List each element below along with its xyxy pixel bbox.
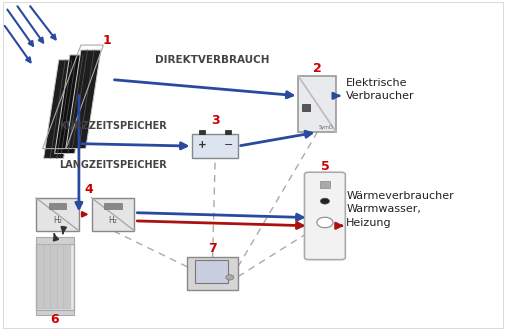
Text: KURZZEITSPEICHER: KURZZEITSPEICHER — [59, 120, 166, 131]
Circle shape — [320, 198, 329, 204]
FancyBboxPatch shape — [298, 76, 336, 132]
Text: 2: 2 — [313, 62, 321, 75]
Text: 5: 5 — [320, 160, 329, 173]
FancyBboxPatch shape — [37, 245, 44, 309]
Bar — [319, 181, 329, 188]
Bar — [104, 204, 121, 209]
Bar — [194, 260, 227, 283]
FancyBboxPatch shape — [44, 245, 51, 309]
FancyBboxPatch shape — [50, 245, 58, 309]
FancyBboxPatch shape — [304, 172, 344, 260]
FancyBboxPatch shape — [64, 245, 71, 309]
Text: H₂: H₂ — [53, 216, 62, 225]
Text: +: + — [198, 140, 207, 150]
Text: DIREKTVERBRAUCH: DIREKTVERBRAUCH — [155, 55, 269, 65]
Polygon shape — [55, 55, 89, 153]
Polygon shape — [66, 50, 100, 148]
Bar — [36, 237, 74, 244]
Polygon shape — [43, 60, 79, 158]
Text: 3: 3 — [211, 114, 219, 127]
Circle shape — [316, 217, 332, 228]
Text: −: − — [224, 140, 233, 150]
Text: LANGZEITSPEICHER: LANGZEITSPEICHER — [59, 160, 166, 170]
FancyBboxPatch shape — [57, 245, 64, 309]
FancyBboxPatch shape — [192, 134, 237, 158]
Text: H₂: H₂ — [108, 216, 117, 225]
Bar — [198, 130, 204, 134]
FancyBboxPatch shape — [187, 257, 237, 290]
Text: 4: 4 — [84, 183, 93, 196]
Text: 1: 1 — [102, 34, 111, 47]
Text: SymO: SymO — [319, 124, 333, 129]
Text: Wärmeverbraucher
Warmwasser,
Heizung: Wärmeverbraucher Warmwasser, Heizung — [345, 191, 453, 228]
Bar — [225, 130, 231, 134]
FancyBboxPatch shape — [36, 198, 79, 231]
Bar — [302, 104, 309, 111]
Bar — [49, 204, 66, 209]
FancyBboxPatch shape — [91, 198, 134, 231]
Text: 7: 7 — [208, 242, 217, 255]
Circle shape — [225, 275, 233, 280]
Text: 6: 6 — [50, 313, 59, 326]
Bar — [36, 310, 74, 314]
FancyBboxPatch shape — [36, 244, 74, 310]
Text: Elektrische
Verbraucher: Elektrische Verbraucher — [345, 78, 414, 101]
